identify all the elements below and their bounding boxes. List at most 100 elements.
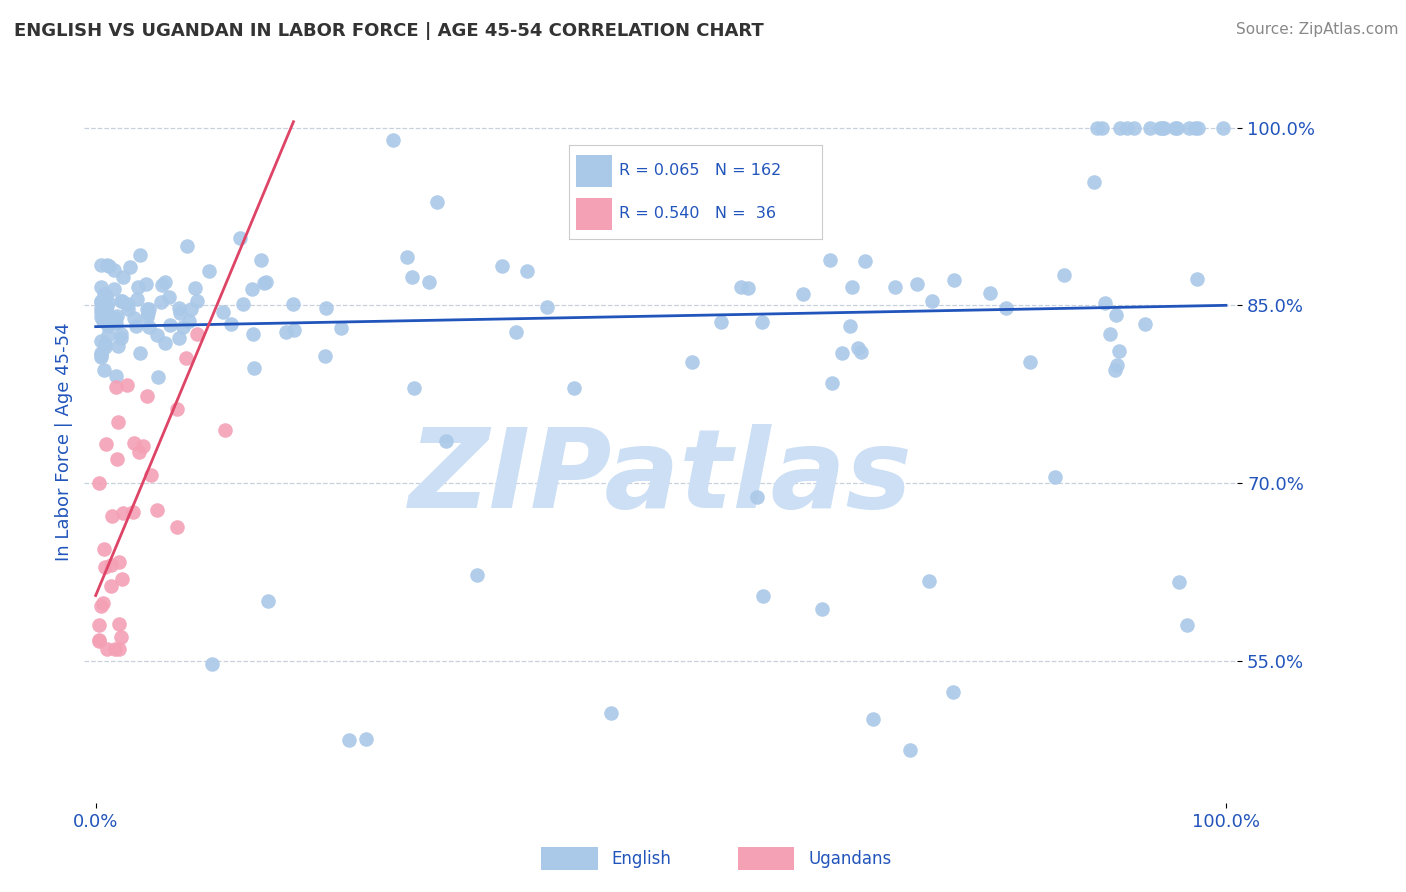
Point xyxy=(710,315,733,329)
Point xyxy=(90,293,112,308)
Point xyxy=(101,508,124,523)
Point xyxy=(356,731,378,746)
Point xyxy=(1116,120,1139,135)
Point xyxy=(184,281,207,295)
Point xyxy=(87,633,110,648)
Point xyxy=(104,310,127,325)
Point xyxy=(186,326,208,341)
Point xyxy=(96,299,118,313)
Point xyxy=(104,641,127,656)
Point xyxy=(846,341,869,355)
Point xyxy=(256,594,278,608)
Point xyxy=(1018,355,1040,369)
Point xyxy=(87,476,110,491)
Point xyxy=(110,331,132,345)
Point xyxy=(176,239,198,253)
FancyBboxPatch shape xyxy=(576,198,612,230)
Point xyxy=(994,301,1017,316)
Point xyxy=(1133,317,1156,331)
Point xyxy=(905,277,928,292)
Point xyxy=(1184,120,1206,135)
Point xyxy=(898,743,921,757)
Point xyxy=(747,490,769,504)
Point xyxy=(1168,574,1191,589)
Point xyxy=(751,316,773,330)
Point xyxy=(136,388,159,402)
Point xyxy=(122,505,145,519)
Point xyxy=(1153,120,1175,135)
Point xyxy=(921,294,943,309)
Point xyxy=(129,248,152,262)
Point xyxy=(176,351,198,365)
Point xyxy=(107,415,129,429)
Point xyxy=(1212,120,1234,135)
Point xyxy=(231,297,253,311)
Point xyxy=(120,260,142,275)
Point xyxy=(93,596,115,610)
Point xyxy=(127,293,149,307)
Point xyxy=(1104,308,1126,322)
Point xyxy=(821,376,844,390)
Point xyxy=(1139,120,1161,135)
Point xyxy=(250,252,273,267)
Point xyxy=(1166,120,1188,135)
Point xyxy=(105,316,128,330)
Point xyxy=(105,379,128,393)
Point xyxy=(146,503,169,517)
Point xyxy=(281,296,304,310)
Point xyxy=(831,346,853,360)
Point xyxy=(426,194,449,209)
Point xyxy=(94,340,117,354)
Point xyxy=(811,602,834,616)
Point xyxy=(124,311,146,326)
Point xyxy=(125,319,148,334)
Text: Ugandans: Ugandans xyxy=(808,849,891,868)
Point xyxy=(107,339,129,353)
Point xyxy=(1099,326,1122,341)
Point xyxy=(214,423,236,437)
Point xyxy=(90,348,112,362)
Point xyxy=(1175,617,1198,632)
Point xyxy=(136,306,159,320)
Point xyxy=(107,641,129,656)
Point xyxy=(138,301,160,316)
Point xyxy=(918,574,941,589)
Point xyxy=(1104,363,1126,377)
Point xyxy=(516,263,538,277)
Point xyxy=(404,381,426,395)
Point xyxy=(138,320,160,334)
Y-axis label: In Labor Force | Age 45-54: In Labor Force | Age 45-54 xyxy=(55,322,73,561)
Point xyxy=(1185,271,1208,285)
Point xyxy=(177,314,200,328)
Point xyxy=(240,282,263,296)
Point xyxy=(96,289,118,303)
Point xyxy=(90,294,112,309)
Point xyxy=(884,280,907,294)
Point xyxy=(89,599,111,613)
Point xyxy=(105,309,128,323)
Point xyxy=(942,685,965,699)
Point xyxy=(136,302,159,317)
Point xyxy=(1105,359,1128,373)
Point xyxy=(93,541,115,556)
Point xyxy=(818,252,841,267)
Point xyxy=(149,295,172,310)
Point xyxy=(155,275,177,289)
Point xyxy=(93,286,115,301)
Point xyxy=(103,262,125,277)
Point xyxy=(93,560,115,574)
Point xyxy=(337,733,360,747)
Point xyxy=(315,301,337,316)
Point xyxy=(737,281,759,295)
Point xyxy=(111,294,134,309)
Point xyxy=(96,305,118,319)
Point xyxy=(491,259,513,273)
Point xyxy=(180,302,202,317)
Point xyxy=(90,305,112,319)
Point xyxy=(90,334,112,348)
Point xyxy=(562,381,585,395)
Text: English: English xyxy=(612,849,672,868)
Point xyxy=(838,319,860,334)
Point xyxy=(90,310,112,324)
Point xyxy=(104,313,127,327)
